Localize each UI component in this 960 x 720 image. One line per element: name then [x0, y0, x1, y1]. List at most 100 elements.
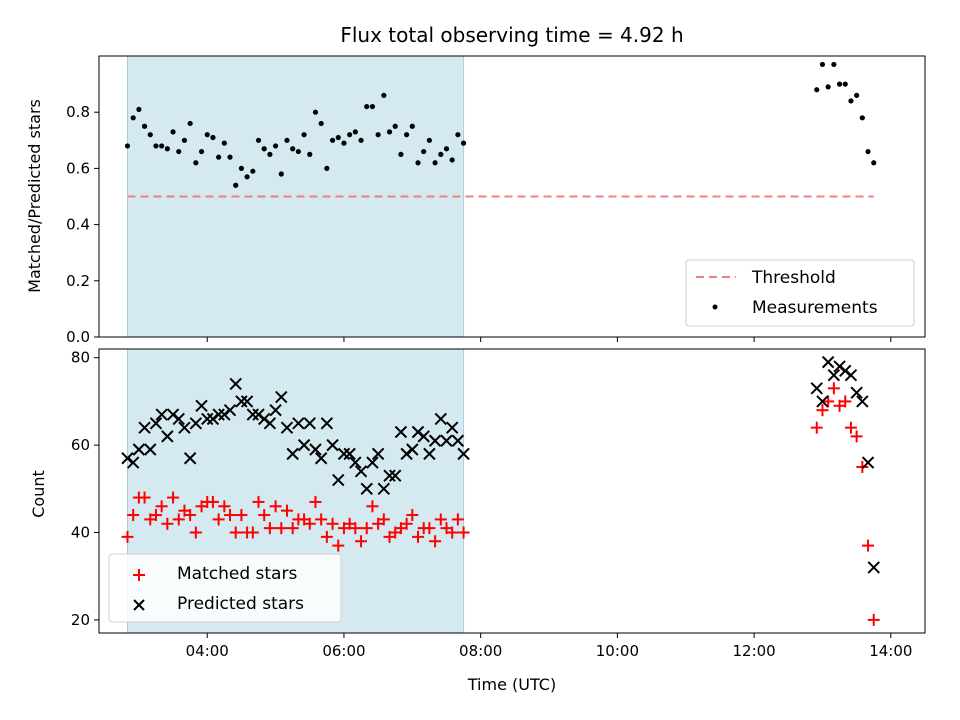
bottom-y-tick-label: 60	[71, 436, 90, 454]
predicted-star-point	[223, 403, 237, 417]
predicted-star-point	[371, 447, 385, 461]
matched-star-point	[457, 526, 470, 539]
matched-star-point	[810, 421, 823, 434]
predicted-star-point	[320, 417, 334, 430]
top-legend: Threshold Measurements	[685, 259, 915, 327]
predicted-star-point	[850, 386, 863, 399]
measurement-point	[854, 92, 860, 98]
measurement-point	[170, 129, 176, 135]
bottom-y-tick-label: 20	[71, 611, 90, 629]
predicted-star-point	[292, 417, 305, 430]
matched-star-point	[252, 495, 265, 508]
predicted-star-point	[861, 456, 875, 469]
predicted-star-point	[821, 355, 835, 369]
measurement-point	[398, 151, 404, 157]
measurement-point	[153, 143, 159, 149]
matched-star-point	[400, 517, 413, 530]
predicted-star-point	[161, 430, 174, 443]
predicted-star-point	[451, 434, 465, 447]
matched-star-point	[434, 513, 447, 526]
predicted-star-point	[149, 417, 163, 430]
matched-star-point	[360, 522, 373, 535]
measurement-point	[421, 148, 427, 155]
matched-star-point	[446, 526, 459, 539]
top-y-tick-label: 0.2	[66, 272, 90, 290]
predicted-star-point	[827, 369, 841, 382]
x-tick-label: 14:00	[869, 642, 912, 660]
matched-star-point	[184, 509, 197, 522]
matched-star-point	[275, 522, 288, 535]
top-shaded-interval	[126, 55, 465, 338]
predicted-star-point	[856, 395, 869, 408]
measurement-point	[825, 84, 831, 90]
predicted-star-point	[423, 447, 436, 461]
predicted-star-point	[349, 456, 362, 469]
measurement-point	[227, 154, 233, 160]
matched-star-point	[355, 535, 368, 548]
measurement-point	[341, 140, 347, 146]
predicted-star-point	[178, 421, 191, 434]
predicted-star-point	[303, 417, 316, 430]
top-panel-frame	[98, 55, 926, 338]
measurement-point	[335, 134, 341, 141]
matched-star-point	[816, 404, 829, 417]
matched-legend-label: Matched stars	[177, 564, 297, 584]
predicted-star-point	[844, 369, 858, 382]
predicted-star-point	[297, 438, 311, 452]
measurement-point	[836, 81, 843, 87]
measurement-point	[278, 171, 284, 177]
measurement-point	[409, 123, 415, 129]
measurement-point	[255, 137, 262, 143]
matched-star-point	[867, 613, 880, 626]
measurement-point	[136, 106, 142, 112]
predicted-star-point	[172, 412, 185, 426]
matched-star-point	[206, 495, 219, 508]
measurement-point	[307, 151, 313, 157]
measurement-point	[386, 129, 393, 135]
measurement-point	[164, 146, 170, 152]
x-tick-label: 10:00	[596, 642, 639, 660]
measurement-point	[159, 143, 165, 149]
predicted-star-point	[183, 452, 197, 465]
measurement-point	[426, 137, 432, 143]
measurement-point	[848, 98, 854, 104]
matched-star-point	[377, 513, 390, 526]
measurement-point	[204, 132, 210, 138]
matched-star-point	[850, 430, 863, 443]
predicted-star-point	[132, 443, 146, 456]
predicted-star-point	[440, 434, 453, 447]
matched-star-point	[269, 500, 282, 513]
top-legend-box	[685, 259, 915, 327]
predicted-star-point	[457, 447, 470, 461]
x-axis-label: Time (UTC)	[467, 675, 556, 694]
x-tick-label: 06:00	[322, 642, 365, 660]
measurement-point	[187, 120, 193, 127]
bottom-panel-frame	[98, 348, 926, 634]
predicted-star-point	[144, 443, 157, 456]
predicted-star-point	[280, 421, 294, 434]
matched-star-point	[189, 526, 202, 539]
predicted-star-point	[314, 452, 328, 465]
matched-star-point	[172, 513, 185, 526]
predicted-star-point	[360, 482, 373, 496]
measurement-point	[290, 146, 296, 152]
predicted-star-point	[816, 395, 829, 408]
measurement-point	[244, 174, 250, 180]
measurement-point	[141, 123, 148, 129]
predicted-star-point	[343, 447, 356, 461]
predicted-star-point	[138, 421, 151, 434]
measurement-point	[130, 115, 136, 121]
measurement-point	[819, 61, 826, 68]
matched-star-point	[827, 382, 840, 395]
predicted-star-point	[326, 438, 339, 452]
predicted-star-point	[309, 443, 322, 456]
bottom-panel: 20 40 60 80 04:00 06:00 08:00 10:00 12:00 14:00 C…	[29, 348, 926, 694]
chart-title: Flux total observing time = 4.92 h	[340, 23, 683, 47]
measurement-point	[312, 109, 319, 115]
bottom-legend-box	[108, 553, 342, 623]
measurement-point	[221, 140, 227, 146]
matched-star-point	[127, 509, 140, 522]
predicted-legend-swatch	[133, 599, 145, 611]
top-y-tick-label: 0.6	[66, 159, 90, 177]
measurement-point	[284, 137, 290, 143]
